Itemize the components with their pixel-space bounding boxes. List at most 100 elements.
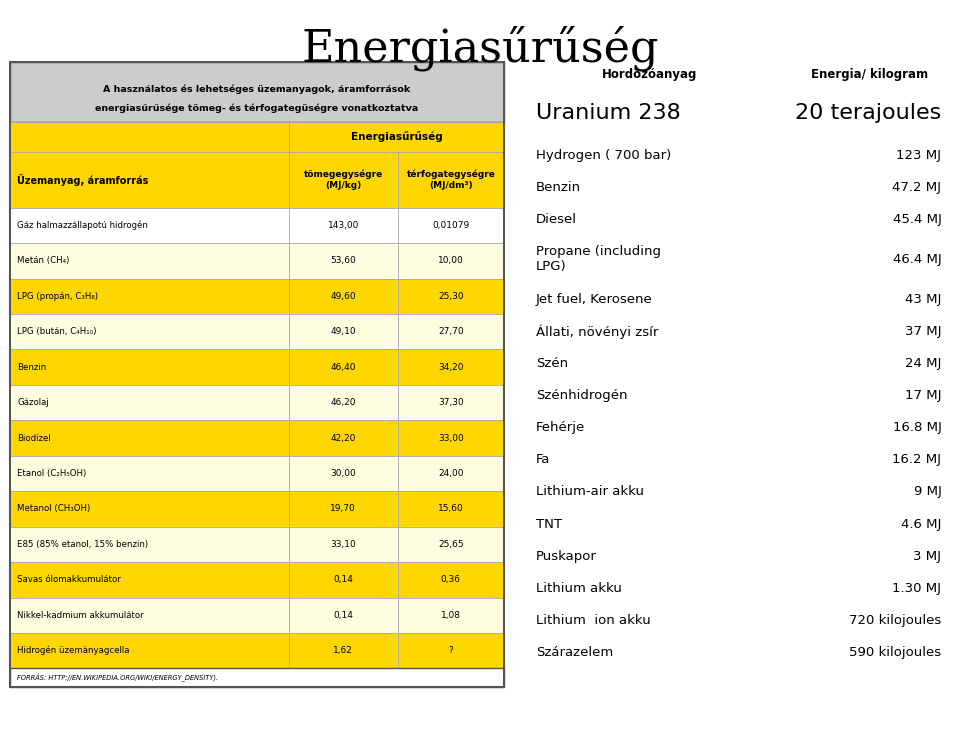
Bar xyxy=(397,526,504,562)
Bar xyxy=(10,62,504,121)
Text: 0,14: 0,14 xyxy=(333,610,353,620)
Bar xyxy=(10,151,289,208)
Bar xyxy=(397,385,504,420)
Text: 143,00: 143,00 xyxy=(327,221,359,230)
Text: 0,01079: 0,01079 xyxy=(432,221,469,230)
Text: 1,62: 1,62 xyxy=(333,646,353,655)
Text: 24,00: 24,00 xyxy=(438,469,464,478)
Text: 49,60: 49,60 xyxy=(330,292,356,301)
Text: 37 MJ: 37 MJ xyxy=(905,325,942,338)
Text: 19,70: 19,70 xyxy=(330,504,356,513)
Text: LPG (propán, C₃H₈): LPG (propán, C₃H₈) xyxy=(17,292,98,301)
Text: Energiasűrűség: Energiasűrűség xyxy=(350,131,443,142)
Text: A használatos és lehetséges üzemanyagok, áramforrások: A használatos és lehetséges üzemanyagok,… xyxy=(103,84,411,94)
Text: FORRÁS: HTTP://EN.WIKIPEDIA.ORG/WIKI/ENERGY_DENSITY).: FORRÁS: HTTP://EN.WIKIPEDIA.ORG/WIKI/ENE… xyxy=(17,674,218,682)
Text: 46,20: 46,20 xyxy=(330,398,356,407)
Text: 0,14: 0,14 xyxy=(333,575,353,584)
Bar xyxy=(397,349,504,385)
Text: Savas ólomakkumulátor: Savas ólomakkumulátor xyxy=(17,575,121,584)
Text: 24 MJ: 24 MJ xyxy=(905,357,942,370)
Bar xyxy=(10,526,289,562)
Text: 1,08: 1,08 xyxy=(441,610,461,620)
Text: 33,10: 33,10 xyxy=(330,540,356,549)
Text: Biodízel: Biodízel xyxy=(17,433,51,442)
Bar xyxy=(289,279,397,314)
Text: 9 MJ: 9 MJ xyxy=(914,485,942,499)
Bar xyxy=(289,243,397,279)
Bar xyxy=(397,314,504,349)
Bar xyxy=(289,349,397,385)
Bar xyxy=(397,151,504,208)
Text: Metanol (CH₃OH): Metanol (CH₃OH) xyxy=(17,504,90,513)
Bar xyxy=(10,562,289,597)
Text: Metán (CH₄): Metán (CH₄) xyxy=(17,257,69,265)
Bar xyxy=(10,668,504,687)
Text: Gáz halmazzállapotú hidrogén: Gáz halmazzállapotú hidrogén xyxy=(17,221,148,230)
Text: ?: ? xyxy=(448,646,453,655)
Text: 27,70: 27,70 xyxy=(438,327,464,336)
Text: E85 (85% etanol, 15% benzin): E85 (85% etanol, 15% benzin) xyxy=(17,540,148,549)
Bar xyxy=(397,208,504,243)
Bar xyxy=(397,562,504,597)
Text: 34,20: 34,20 xyxy=(438,363,464,371)
Text: Propane (including
LPG): Propane (including LPG) xyxy=(536,246,660,273)
Bar xyxy=(10,243,289,279)
Text: Etanol (C₂H₅OH): Etanol (C₂H₅OH) xyxy=(17,469,86,478)
Bar xyxy=(289,633,397,668)
Bar xyxy=(10,314,289,349)
Bar xyxy=(397,491,504,526)
Text: Benzin: Benzin xyxy=(17,363,46,371)
Text: Szén: Szén xyxy=(536,357,568,370)
Text: 10,00: 10,00 xyxy=(438,257,464,265)
Text: 720 kilojoules: 720 kilojoules xyxy=(850,614,942,626)
Text: Lithium akku: Lithium akku xyxy=(536,582,622,595)
Text: 25,30: 25,30 xyxy=(438,292,464,301)
Text: TNT: TNT xyxy=(536,518,562,531)
Text: 37,30: 37,30 xyxy=(438,398,464,407)
Text: 123 MJ: 123 MJ xyxy=(897,148,942,162)
Text: 33,00: 33,00 xyxy=(438,433,464,442)
Text: Fa: Fa xyxy=(536,453,550,466)
Text: 47.2 MJ: 47.2 MJ xyxy=(893,181,942,194)
Text: Állati, növényi zsír: Állati, növényi zsír xyxy=(536,325,659,339)
Bar xyxy=(289,208,397,243)
Text: Diesel: Diesel xyxy=(536,213,577,226)
Text: 20 terajoules: 20 terajoules xyxy=(795,104,942,124)
Bar xyxy=(10,633,289,668)
Text: 4.6 MJ: 4.6 MJ xyxy=(901,518,942,531)
Text: LPG (bután, C₄H₁₀): LPG (bután, C₄H₁₀) xyxy=(17,327,97,336)
Text: Nikkel-kadmium akkumulátor: Nikkel-kadmium akkumulátor xyxy=(17,610,144,620)
Bar xyxy=(10,279,289,314)
Text: 16.8 MJ: 16.8 MJ xyxy=(893,421,942,434)
Bar xyxy=(289,385,397,420)
Bar xyxy=(10,385,289,420)
Text: Szénhidrogén: Szénhidrogén xyxy=(536,389,628,402)
Text: térfogategységre
(MJ/dm³): térfogategységre (MJ/dm³) xyxy=(406,170,495,189)
Bar xyxy=(397,243,504,279)
Text: 46.4 MJ: 46.4 MJ xyxy=(893,253,942,266)
Text: 46,40: 46,40 xyxy=(330,363,356,371)
Text: 1.30 MJ: 1.30 MJ xyxy=(893,582,942,595)
Text: Puskapor: Puskapor xyxy=(536,550,597,563)
Text: Jet fuel, Kerosene: Jet fuel, Kerosene xyxy=(536,293,653,306)
Text: energiasűrűsége tömeg- és térfogategüségre vonatkoztatva: energiasűrűsége tömeg- és térfogategüség… xyxy=(95,104,419,113)
Text: 590 kilojoules: 590 kilojoules xyxy=(850,646,942,659)
Bar xyxy=(289,121,504,151)
Text: 17 MJ: 17 MJ xyxy=(905,389,942,402)
Text: Lithium  ion akku: Lithium ion akku xyxy=(536,614,651,626)
Text: Fehérje: Fehérje xyxy=(536,421,586,434)
Bar xyxy=(289,314,397,349)
Bar xyxy=(397,420,504,456)
Bar xyxy=(289,420,397,456)
Bar xyxy=(10,121,289,151)
Text: 49,10: 49,10 xyxy=(330,327,356,336)
Bar xyxy=(289,491,397,526)
Bar xyxy=(10,456,289,491)
Bar xyxy=(10,597,289,633)
Bar xyxy=(397,456,504,491)
Text: Lithium-air akku: Lithium-air akku xyxy=(536,485,644,499)
Bar xyxy=(289,151,397,208)
Bar xyxy=(397,279,504,314)
Bar xyxy=(10,491,289,526)
Text: 16.2 MJ: 16.2 MJ xyxy=(893,453,942,466)
